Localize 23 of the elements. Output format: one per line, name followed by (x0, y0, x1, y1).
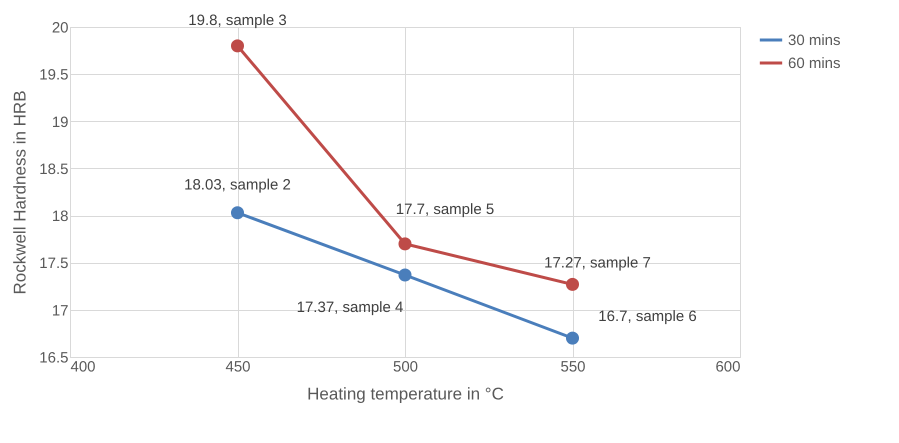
legend-label: 60 mins (788, 55, 841, 72)
y-tick-label: 19.5 (39, 66, 68, 84)
x-tick-label: 600 (715, 358, 740, 376)
y-tick-label: 18.5 (39, 160, 68, 178)
annotation: 17.27, sample 7 (544, 254, 651, 272)
y-tick-label: 17 (52, 302, 68, 320)
y-tick-label: 19 (52, 114, 68, 131)
x-tick-label: 400 (70, 358, 96, 376)
legend-label: 30 mins (788, 32, 841, 49)
annotation: 16.7, sample 6 (598, 308, 697, 326)
y-tick-label: 20 (52, 20, 68, 36)
x-tick-label: 450 (225, 358, 251, 376)
annotation: 17.37, sample 4 (296, 298, 404, 316)
y-axis-title: Rockwell Hardness in HRB (10, 90, 30, 295)
y-tick-label: 17.5 (39, 255, 68, 272)
x-axis-title: Heating temperature in °C (307, 384, 504, 404)
x-tick-label: 500 (392, 358, 418, 376)
y-tick-label: 18 (52, 208, 68, 226)
annotation: 19.8, sample 3 (188, 12, 287, 29)
x-tick-label: 550 (560, 358, 586, 376)
annotation: 18.03, sample 2 (184, 176, 291, 194)
y-tick-label: 16.5 (39, 350, 68, 366)
annotation: 17.7, sample 5 (396, 200, 494, 218)
